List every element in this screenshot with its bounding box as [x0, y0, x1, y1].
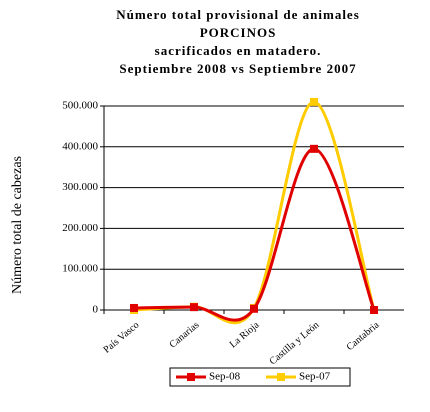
legend-marker — [187, 373, 195, 381]
y-axis-label: Número total de cabezas — [10, 156, 25, 294]
chart-title-line: Número total provisional de animales — [116, 7, 360, 22]
y-tick-label: 400.000 — [62, 140, 98, 152]
point — [370, 306, 378, 314]
point — [250, 304, 258, 313]
x-tick-label: País Vasco — [101, 320, 141, 356]
y-tick-label: 0 — [93, 304, 99, 316]
point — [130, 303, 138, 312]
legend-label: Sep-08 — [209, 371, 241, 383]
point — [310, 97, 318, 106]
chart-title-line: Septiembre 2008 vs Septiembre 2007 — [119, 61, 356, 76]
y-tick-label: 200.000 — [62, 222, 98, 234]
legend — [169, 367, 351, 387]
y-tick-label: 500.000 — [62, 100, 98, 112]
y-tick-label: 300.000 — [62, 181, 98, 193]
x-tick-label: Cantabria — [345, 319, 382, 353]
series-line — [133, 147, 376, 322]
point — [310, 144, 318, 153]
legend-label: Sep-07 — [299, 371, 331, 383]
legend-marker — [277, 373, 285, 381]
x-tick-label: Castilla y León — [268, 320, 322, 368]
chart-title: Número total provisional de animales PORC… — [116, 7, 360, 76]
x-tick-label: Canarias — [168, 320, 202, 351]
chart-title-line: PORCINOS — [200, 25, 277, 40]
point — [190, 303, 198, 312]
series-line — [133, 100, 376, 325]
chart-title-line: sacrificados en matadero. — [155, 43, 322, 58]
y-tick-label: 100.000 — [62, 263, 98, 275]
